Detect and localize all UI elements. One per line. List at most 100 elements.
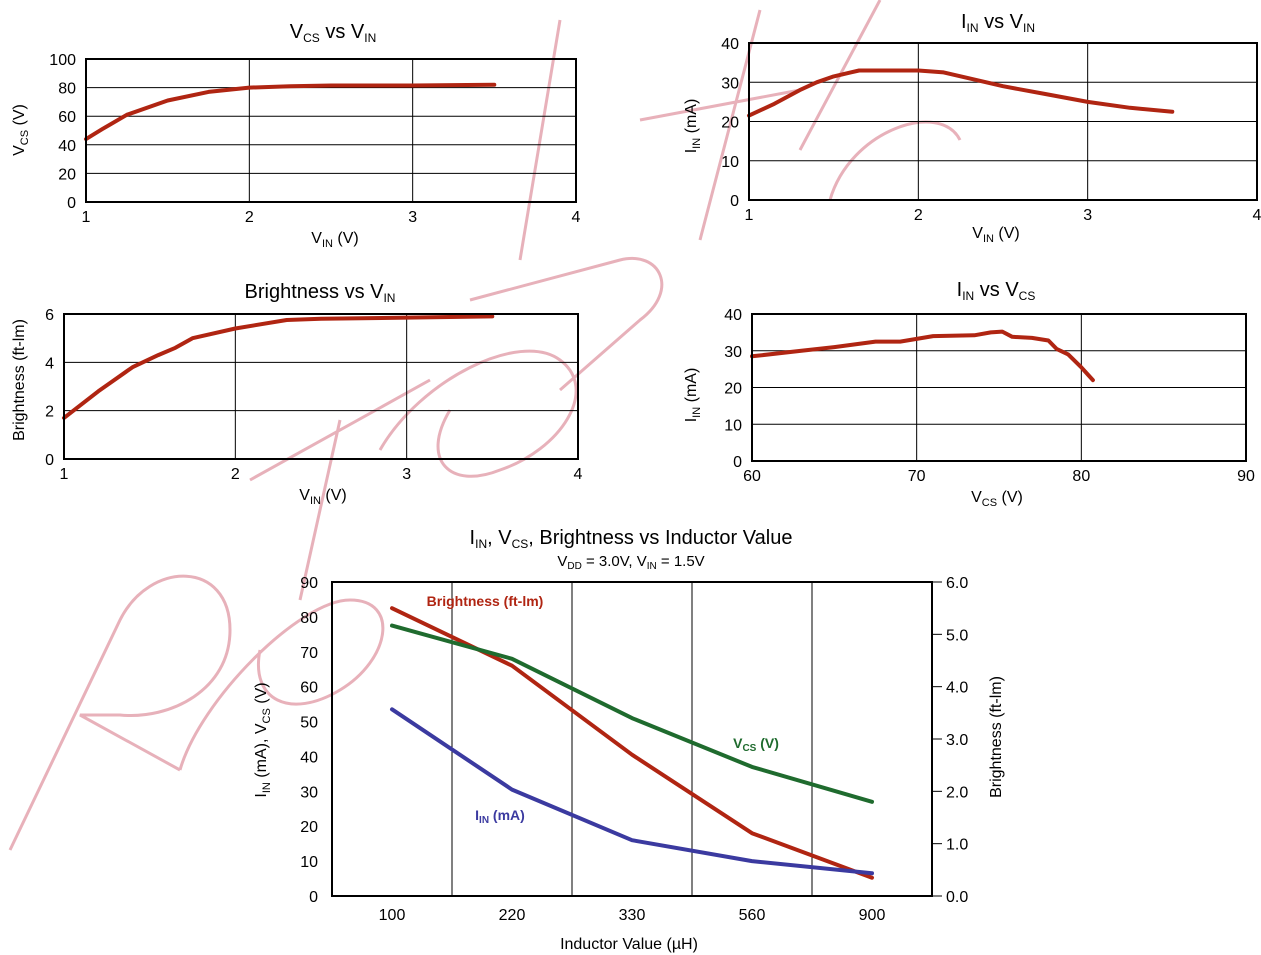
y-axis-label: IIN (mA), VCS (V) bbox=[253, 682, 273, 797]
y2-tick-label: 1.0 bbox=[946, 837, 968, 854]
y-axis-label: IIN (mA) bbox=[683, 368, 703, 423]
y-tick-label: 40 bbox=[300, 749, 318, 766]
x-tick-label: 1 bbox=[745, 207, 754, 224]
y-tick-label: 50 bbox=[300, 715, 318, 732]
series-line bbox=[84, 82, 497, 142]
y-tick-label: 10 bbox=[300, 854, 318, 871]
x-tick-label: 560 bbox=[739, 907, 766, 924]
y-tick-label: 70 bbox=[300, 645, 318, 662]
x-tick-label: 1 bbox=[60, 466, 69, 483]
y2-tick-label: 5.0 bbox=[946, 627, 968, 644]
x-tick-label: 100 bbox=[379, 907, 406, 924]
series-label-iin: IIN (mA) bbox=[475, 807, 525, 826]
chart-title: Brightness vs VIN bbox=[245, 281, 396, 305]
y-tick-label: 30 bbox=[724, 344, 742, 361]
chart-iin-vs-vcs: IIN vs VCS 60 70 80 90 0 10 20 30 40 IIN (mA) VC… bbox=[683, 279, 1255, 509]
series-line bbox=[390, 707, 874, 876]
y2-tick-label: 4.0 bbox=[946, 680, 968, 697]
plot-area: 100 220 330 560 900 0 10 20 30 40 50 60 70 80 90 0.0 1.0… bbox=[300, 575, 968, 924]
x-tick-label: 3 bbox=[408, 209, 417, 226]
y2-tick-label: 2.0 bbox=[946, 784, 968, 801]
y-tick-label: 90 bbox=[300, 575, 318, 592]
series-label-brightness: Brightness (ft-lm) bbox=[427, 593, 544, 609]
x-tick-label: 2 bbox=[245, 209, 254, 226]
y-tick-label: 0 bbox=[309, 889, 318, 906]
x-tick-label: 1 bbox=[82, 209, 91, 226]
y-tick-label: 0 bbox=[45, 452, 54, 469]
chart-title: IIN, VCS, Brightness vs Inductor Value bbox=[470, 527, 793, 551]
chart-title: VCS vs VIN bbox=[290, 21, 376, 45]
y-tick-label: 20 bbox=[58, 166, 76, 183]
y-axis-label: Brightness (ft-lm) bbox=[11, 319, 28, 441]
x-tick-label: 70 bbox=[908, 468, 926, 485]
x-axis-label: VCS (V) bbox=[971, 489, 1023, 509]
y-tick-label: 0 bbox=[67, 195, 76, 212]
y2-axis-label: Brightness (ft-lm) bbox=[988, 676, 1005, 798]
chart-brightness-vs-vin: Brightness vs VIN 1 2 3 4 0 2 4 6 Brightness (f… bbox=[11, 281, 583, 507]
watermark bbox=[8, 0, 962, 851]
series-line bbox=[390, 623, 874, 804]
chart-title: IIN vs VCS bbox=[957, 279, 1036, 303]
x-axis-label: VIN (V) bbox=[311, 230, 358, 250]
y-tick-label: 4 bbox=[45, 355, 54, 372]
series-line bbox=[747, 68, 1175, 118]
y2-tick-label: 3.0 bbox=[946, 732, 968, 749]
y-tick-label: 40 bbox=[724, 307, 742, 324]
y-tick-label: 20 bbox=[300, 819, 318, 836]
chart-subtitle: VDD = 3.0V, VIN = 1.5V bbox=[557, 553, 704, 572]
x-tick-label: 900 bbox=[859, 907, 886, 924]
y-tick-label: 40 bbox=[721, 36, 739, 53]
y-axis-label: IIN (mA) bbox=[683, 99, 703, 154]
series-line bbox=[62, 314, 495, 420]
y-tick-label: 80 bbox=[58, 81, 76, 98]
x-axis-label: Inductor Value (µH) bbox=[560, 936, 698, 953]
x-tick-label: 4 bbox=[572, 209, 581, 226]
x-tick-label: 3 bbox=[402, 466, 411, 483]
y-tick-label: 30 bbox=[300, 784, 318, 801]
chart-inductor-value: IIN, VCS, Brightness vs Inductor Value V… bbox=[253, 527, 1005, 953]
plot-frame bbox=[751, 313, 1247, 462]
y-tick-label: 60 bbox=[58, 109, 76, 126]
y2-tick-label: 6.0 bbox=[946, 575, 968, 592]
chart-title: IIN vs VIN bbox=[961, 11, 1035, 35]
x-axis-label: VIN (V) bbox=[972, 225, 1019, 245]
plot-frame bbox=[63, 313, 579, 460]
x-tick-label: 3 bbox=[1083, 207, 1092, 224]
plot-frame bbox=[331, 581, 933, 897]
y-tick-label: 40 bbox=[58, 138, 76, 155]
series-line bbox=[750, 329, 1095, 383]
x-tick-label: 4 bbox=[1253, 207, 1261, 224]
x-tick-label: 2 bbox=[914, 207, 923, 224]
plot-area: 60 70 80 90 0 10 20 30 40 bbox=[724, 307, 1255, 485]
x-tick-label: 80 bbox=[1072, 468, 1090, 485]
y-tick-label: 10 bbox=[724, 417, 742, 434]
y2-tick-label: 0.0 bbox=[946, 889, 968, 906]
series-line bbox=[390, 606, 874, 880]
x-tick-label: 220 bbox=[499, 907, 526, 924]
plot-frame bbox=[748, 42, 1258, 201]
x-tick-label: 4 bbox=[574, 466, 583, 483]
y-tick-label: 0 bbox=[733, 454, 742, 471]
plot-frame bbox=[85, 58, 577, 203]
series-label-vcs: VCS (V) bbox=[733, 735, 779, 754]
x-tick-label: 2 bbox=[231, 466, 240, 483]
y-tick-label: 30 bbox=[721, 75, 739, 92]
y-tick-label: 60 bbox=[300, 680, 318, 697]
y-tick-label: 100 bbox=[49, 52, 76, 69]
y-tick-label: 10 bbox=[721, 154, 739, 171]
y-tick-label: 80 bbox=[300, 610, 318, 627]
plot-area: 1 2 3 4 0 2 4 6 bbox=[45, 307, 582, 483]
x-tick-label: 60 bbox=[743, 468, 761, 485]
y-tick-label: 2 bbox=[45, 404, 54, 421]
y-tick-label: 6 bbox=[45, 307, 54, 324]
y-axis-label: VCS (V) bbox=[11, 104, 31, 156]
y-tick-label: 20 bbox=[721, 115, 739, 132]
y-tick-label: 0 bbox=[730, 193, 739, 210]
x-axis-label: VIN (V) bbox=[299, 487, 346, 507]
y-tick-label: 20 bbox=[724, 381, 742, 398]
